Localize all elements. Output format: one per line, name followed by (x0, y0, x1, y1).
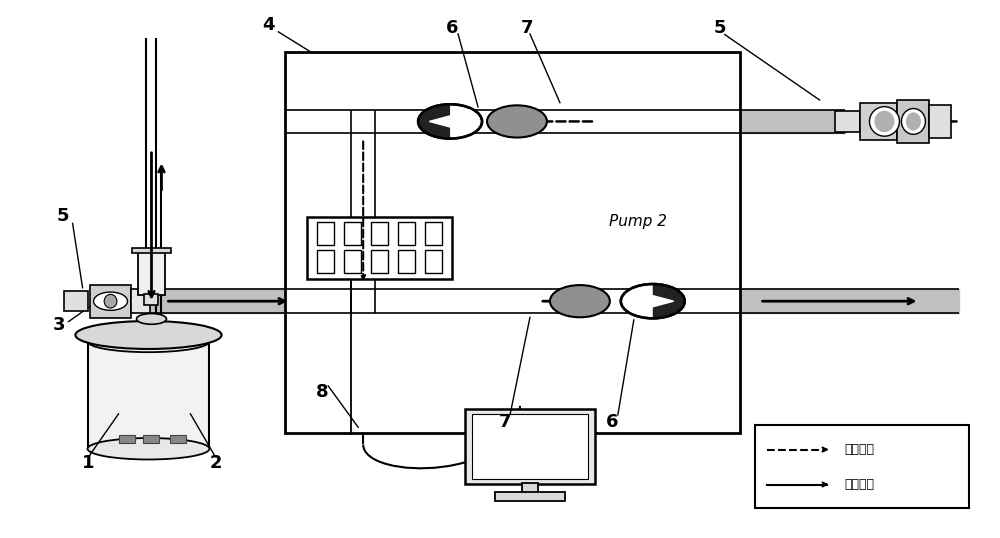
Bar (398, 251, 415, 273)
Bar (472, 414, 588, 479)
Wedge shape (418, 104, 450, 139)
Circle shape (418, 104, 482, 139)
Ellipse shape (137, 314, 166, 324)
Text: 3: 3 (52, 316, 65, 334)
Bar (88, 342, 209, 449)
Bar (90, 285, 131, 317)
Bar (398, 222, 415, 245)
Text: Pump 2: Pump 2 (609, 214, 667, 229)
Bar (897, 100, 929, 143)
Bar (307, 217, 452, 279)
Ellipse shape (869, 107, 899, 136)
Ellipse shape (874, 111, 894, 132)
Bar (495, 492, 565, 501)
Ellipse shape (88, 331, 209, 352)
Bar (64, 291, 88, 311)
Bar (425, 251, 442, 273)
Text: 采集过程: 采集过程 (845, 478, 875, 491)
Bar (755, 424, 969, 508)
Text: 6: 6 (446, 18, 458, 37)
Bar (371, 251, 388, 273)
Ellipse shape (901, 109, 925, 134)
Polygon shape (632, 290, 674, 313)
Ellipse shape (104, 294, 117, 308)
Bar (317, 222, 334, 245)
Text: 5: 5 (56, 208, 69, 225)
Bar (170, 435, 186, 443)
Text: 2: 2 (209, 454, 222, 472)
Text: 4: 4 (262, 16, 275, 34)
Wedge shape (653, 284, 685, 318)
Circle shape (550, 285, 610, 317)
Bar (344, 222, 361, 245)
Bar (860, 103, 897, 140)
Ellipse shape (906, 112, 921, 131)
Text: 5: 5 (713, 18, 726, 37)
Text: 8: 8 (316, 384, 329, 401)
Circle shape (621, 284, 685, 318)
Bar (522, 483, 538, 493)
Bar (131, 289, 150, 313)
Text: 7: 7 (521, 18, 533, 37)
Text: 6: 6 (606, 413, 618, 431)
Circle shape (487, 105, 547, 138)
Circle shape (94, 292, 128, 310)
Bar (144, 294, 158, 306)
Bar (285, 52, 740, 433)
Bar (317, 251, 334, 273)
Bar (425, 222, 442, 245)
Bar (465, 408, 595, 484)
Bar (371, 222, 388, 245)
Ellipse shape (88, 438, 209, 459)
Text: 1: 1 (82, 454, 95, 472)
Bar (344, 251, 361, 273)
Bar (119, 435, 135, 443)
Text: 7: 7 (499, 413, 511, 431)
Bar (835, 111, 860, 132)
Bar (132, 248, 171, 253)
Ellipse shape (75, 321, 222, 349)
Text: 清洗过程: 清洗过程 (845, 443, 875, 456)
Polygon shape (429, 110, 471, 132)
Bar (143, 435, 159, 443)
Bar (138, 249, 165, 295)
Bar (929, 105, 951, 138)
